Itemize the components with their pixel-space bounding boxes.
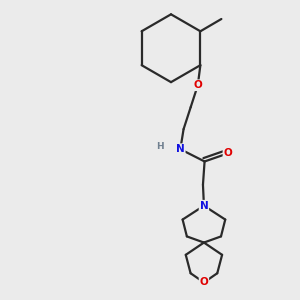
Text: O: O [194,80,202,90]
Text: N: N [200,201,208,211]
Text: N: N [176,144,185,154]
Text: O: O [224,148,232,158]
Text: O: O [200,278,208,287]
Text: H: H [157,142,164,151]
